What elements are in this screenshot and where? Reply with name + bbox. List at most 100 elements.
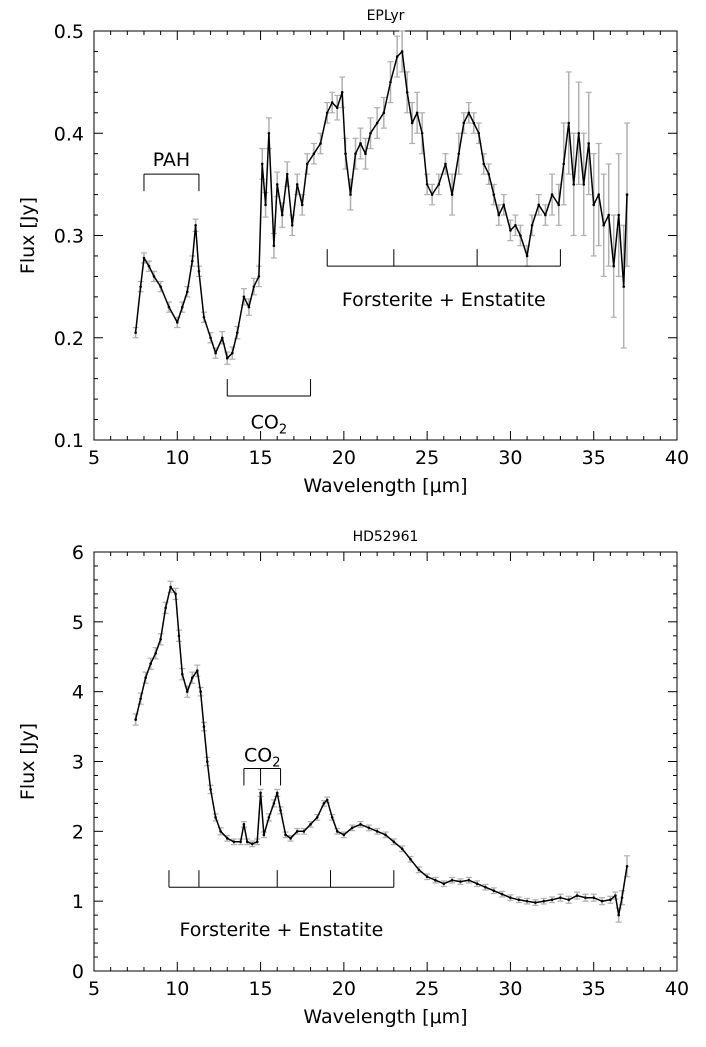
data-point	[225, 837, 229, 840]
data-point	[517, 898, 521, 902]
data-point	[487, 172, 491, 176]
data-point	[477, 131, 481, 135]
y-tick-label: 1	[72, 891, 84, 913]
data-point	[262, 833, 266, 837]
data-point	[154, 651, 157, 655]
data-point	[592, 896, 596, 899]
annotation-bracket: CO2	[243, 745, 282, 786]
data-point	[457, 152, 461, 155]
data-point	[349, 193, 352, 196]
annotation-subscript: 2	[279, 423, 287, 438]
data-point	[185, 290, 189, 294]
data-point	[159, 637, 162, 641]
data-point	[197, 269, 201, 273]
data-point	[420, 131, 424, 135]
annotation-label: Forsterite + Enstatite	[179, 919, 383, 941]
data-point	[389, 80, 392, 84]
data-point	[462, 121, 466, 125]
annotation-bracket: CO2	[226, 379, 312, 438]
y-tick-label: 2	[72, 821, 84, 843]
x-tick-label: 15	[248, 447, 272, 469]
data-point	[459, 880, 462, 883]
y-tick-label: 0.3	[54, 226, 84, 248]
data-point	[497, 213, 501, 217]
data-point	[264, 203, 267, 207]
data-point	[295, 830, 299, 833]
data-point	[617, 213, 620, 217]
data-point	[625, 193, 629, 196]
annotation-label: Forsterite + Enstatite	[342, 289, 546, 311]
panel-title: HD52961	[353, 529, 419, 545]
x-tick-label: 5	[88, 447, 100, 469]
data-point	[577, 131, 581, 135]
data-point	[149, 662, 152, 666]
data-point	[425, 875, 429, 879]
data-point	[325, 111, 329, 115]
data-point	[147, 264, 151, 268]
data-point	[134, 331, 137, 334]
data-point	[409, 857, 412, 861]
data-point	[475, 882, 479, 886]
data-point	[225, 356, 229, 360]
data-point	[190, 259, 194, 263]
error-bars	[132, 580, 631, 923]
data-point	[434, 878, 437, 882]
data-point	[509, 896, 512, 899]
data-point	[272, 802, 276, 805]
x-tick-label: 15	[248, 978, 272, 1000]
data-point	[315, 816, 319, 819]
x-tick-label: 20	[332, 978, 356, 1000]
y-tick-label: 0	[72, 961, 84, 983]
data-point	[177, 634, 181, 638]
data-point	[309, 823, 312, 826]
data-point	[350, 826, 354, 830]
data-point	[514, 223, 517, 227]
data-point	[340, 91, 344, 94]
data-point	[559, 896, 562, 899]
data-point	[260, 162, 264, 166]
data-point	[322, 802, 326, 805]
data-point	[342, 833, 346, 837]
data-point	[289, 837, 292, 840]
data-point	[209, 336, 212, 340]
data-point	[194, 223, 197, 227]
data-point	[359, 142, 362, 145]
data-point	[364, 152, 367, 155]
y-tick-label: 0.1	[54, 430, 84, 452]
data-point	[534, 901, 537, 904]
data-point	[384, 833, 387, 837]
data-point	[620, 896, 624, 899]
x-tick-label: 40	[665, 447, 689, 469]
data-point	[202, 725, 206, 728]
data-point	[275, 183, 279, 186]
x-tick-label: 30	[498, 978, 522, 1000]
data-point	[164, 606, 167, 610]
data-point	[275, 791, 279, 795]
data-point	[257, 275, 261, 278]
data-point	[609, 898, 612, 902]
x-tick-label: 40	[665, 978, 689, 1000]
data-point	[567, 898, 571, 902]
data-point	[235, 331, 239, 334]
data-point	[344, 152, 347, 155]
data-point	[302, 830, 306, 833]
data-point	[267, 816, 271, 819]
data-point	[214, 816, 217, 819]
data-point	[625, 864, 629, 868]
data-point	[259, 791, 262, 795]
data-point	[280, 213, 284, 217]
data-point	[375, 121, 379, 125]
data-point	[592, 203, 596, 207]
annotation-label: CO2	[244, 745, 281, 771]
data-point	[614, 894, 617, 897]
data-point	[525, 899, 529, 903]
y-tick-label: 4	[72, 682, 84, 704]
data-point	[392, 840, 396, 844]
x-tick-label: 10	[165, 978, 189, 1000]
data-point	[202, 316, 206, 319]
data-point	[300, 203, 304, 207]
data-point	[180, 305, 184, 309]
data-point	[175, 321, 179, 324]
